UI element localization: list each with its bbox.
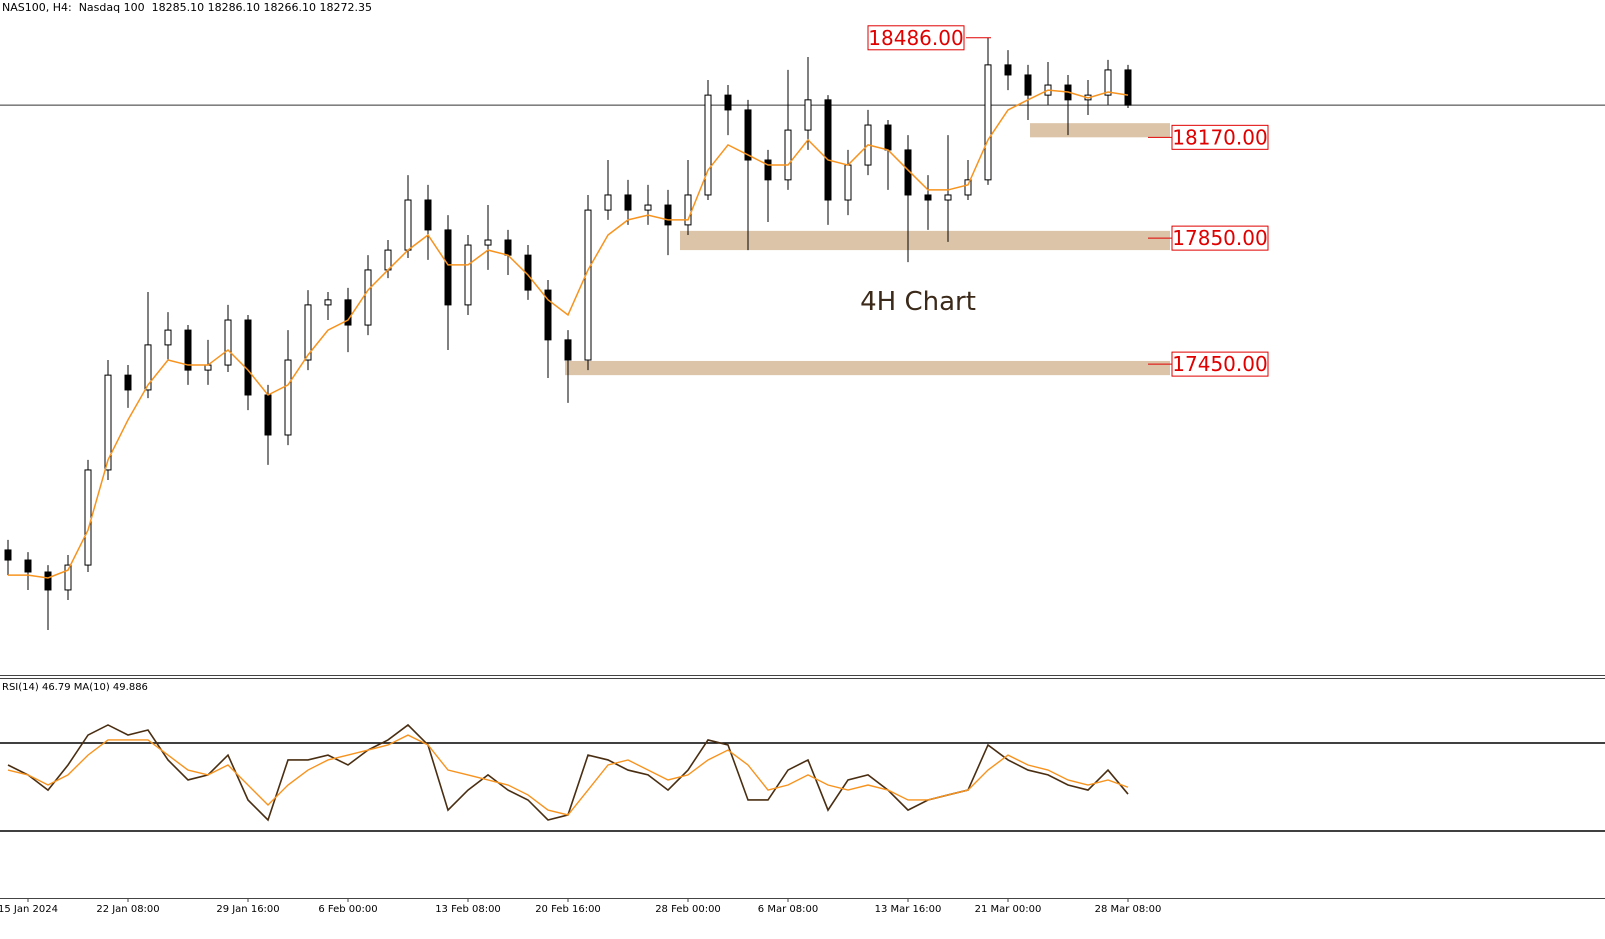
x-tick-label: 22 Jan 08:00: [96, 904, 159, 915]
candle-body: [424, 199, 432, 231]
candle-body: [884, 124, 892, 151]
chart-title: NAS100, H4: Nasdaq 100 18285.10 18286.10…: [2, 1, 372, 14]
candle-body: [984, 64, 992, 181]
candle-body: [1104, 69, 1112, 96]
candle-body: [964, 179, 972, 196]
x-tick-label: 28 Feb 00:00: [655, 904, 721, 915]
x-tick-label: 21 Mar 00:00: [975, 904, 1042, 915]
candle-body: [764, 159, 772, 181]
x-tick-label: 6 Mar 08:00: [758, 904, 818, 915]
candle-body: [64, 564, 72, 591]
x-tick-label: 13 Feb 08:00: [435, 904, 501, 915]
candle-body: [4, 549, 12, 561]
candle-body: [104, 374, 112, 471]
candle-body: [184, 329, 192, 371]
candle-body: [324, 299, 332, 306]
x-tick-label: 6 Feb 00:00: [318, 904, 377, 915]
moving-average: [8, 89, 1129, 579]
level-label: 18170.00: [1172, 125, 1267, 149]
candle-body: [444, 229, 452, 306]
candle-body: [504, 239, 512, 256]
candle-body: [664, 204, 672, 226]
candle-body: [284, 359, 292, 436]
candle-body: [844, 164, 852, 201]
candle-body: [344, 299, 352, 326]
x-tick-label: 29 Jan 16:00: [216, 904, 279, 915]
candle-body: [264, 394, 272, 436]
candle-body: [44, 571, 52, 591]
candle-body: [924, 194, 932, 201]
x-tick-label: 15 Jan 2024: [0, 904, 58, 915]
level-label: 18486.00: [868, 26, 963, 50]
candle-body: [544, 289, 552, 341]
level-label-box: [1171, 225, 1269, 251]
candle-body: [364, 269, 372, 326]
support-zone: [1030, 123, 1170, 138]
candle-body: [144, 344, 152, 391]
level-label-box: [1171, 124, 1269, 150]
candle-body: [784, 129, 792, 181]
candle-body: [464, 244, 472, 306]
candle-body: [204, 364, 212, 371]
level-label-box: [1171, 351, 1269, 377]
level-label: 17450.00: [1172, 352, 1267, 376]
level-label: 17850.00: [1172, 226, 1267, 250]
support-zone: [565, 360, 1170, 376]
candle-body: [1124, 69, 1132, 106]
candle-body: [484, 239, 492, 246]
rsi-ma-line: [7, 734, 1129, 816]
candle-body: [564, 339, 572, 361]
x-tick-label: 13 Mar 16:00: [875, 904, 942, 915]
rsi-title: RSI(14) 46.79 MA(10) 49.886: [2, 682, 148, 693]
annotation: 4H Chart: [860, 287, 976, 317]
candle-body: [1024, 74, 1032, 96]
candle-body: [724, 94, 732, 111]
candle-body: [84, 469, 92, 566]
candle-body: [224, 319, 232, 366]
candle-body: [624, 194, 632, 211]
candle-body: [604, 194, 612, 211]
candle-body: [1004, 64, 1012, 76]
x-tick-label: 20 Feb 16:00: [535, 904, 601, 915]
candle-body: [124, 374, 132, 391]
support-zone: [680, 230, 1170, 251]
candle-body: [684, 194, 692, 226]
candle-body: [804, 99, 812, 131]
candle-body: [164, 329, 172, 346]
candle-body: [584, 209, 592, 361]
candle-body: [644, 204, 652, 211]
candle-body: [404, 199, 412, 251]
candle-body: [24, 559, 32, 573]
candle-body: [704, 94, 712, 196]
candle-body: [304, 304, 312, 361]
candle-body: [244, 319, 252, 396]
candle-body: [744, 109, 752, 161]
level-label-box: [867, 25, 965, 51]
candle-body: [824, 99, 832, 201]
x-tick-label: 28 Mar 08:00: [1095, 904, 1162, 915]
candle-body: [944, 194, 952, 201]
